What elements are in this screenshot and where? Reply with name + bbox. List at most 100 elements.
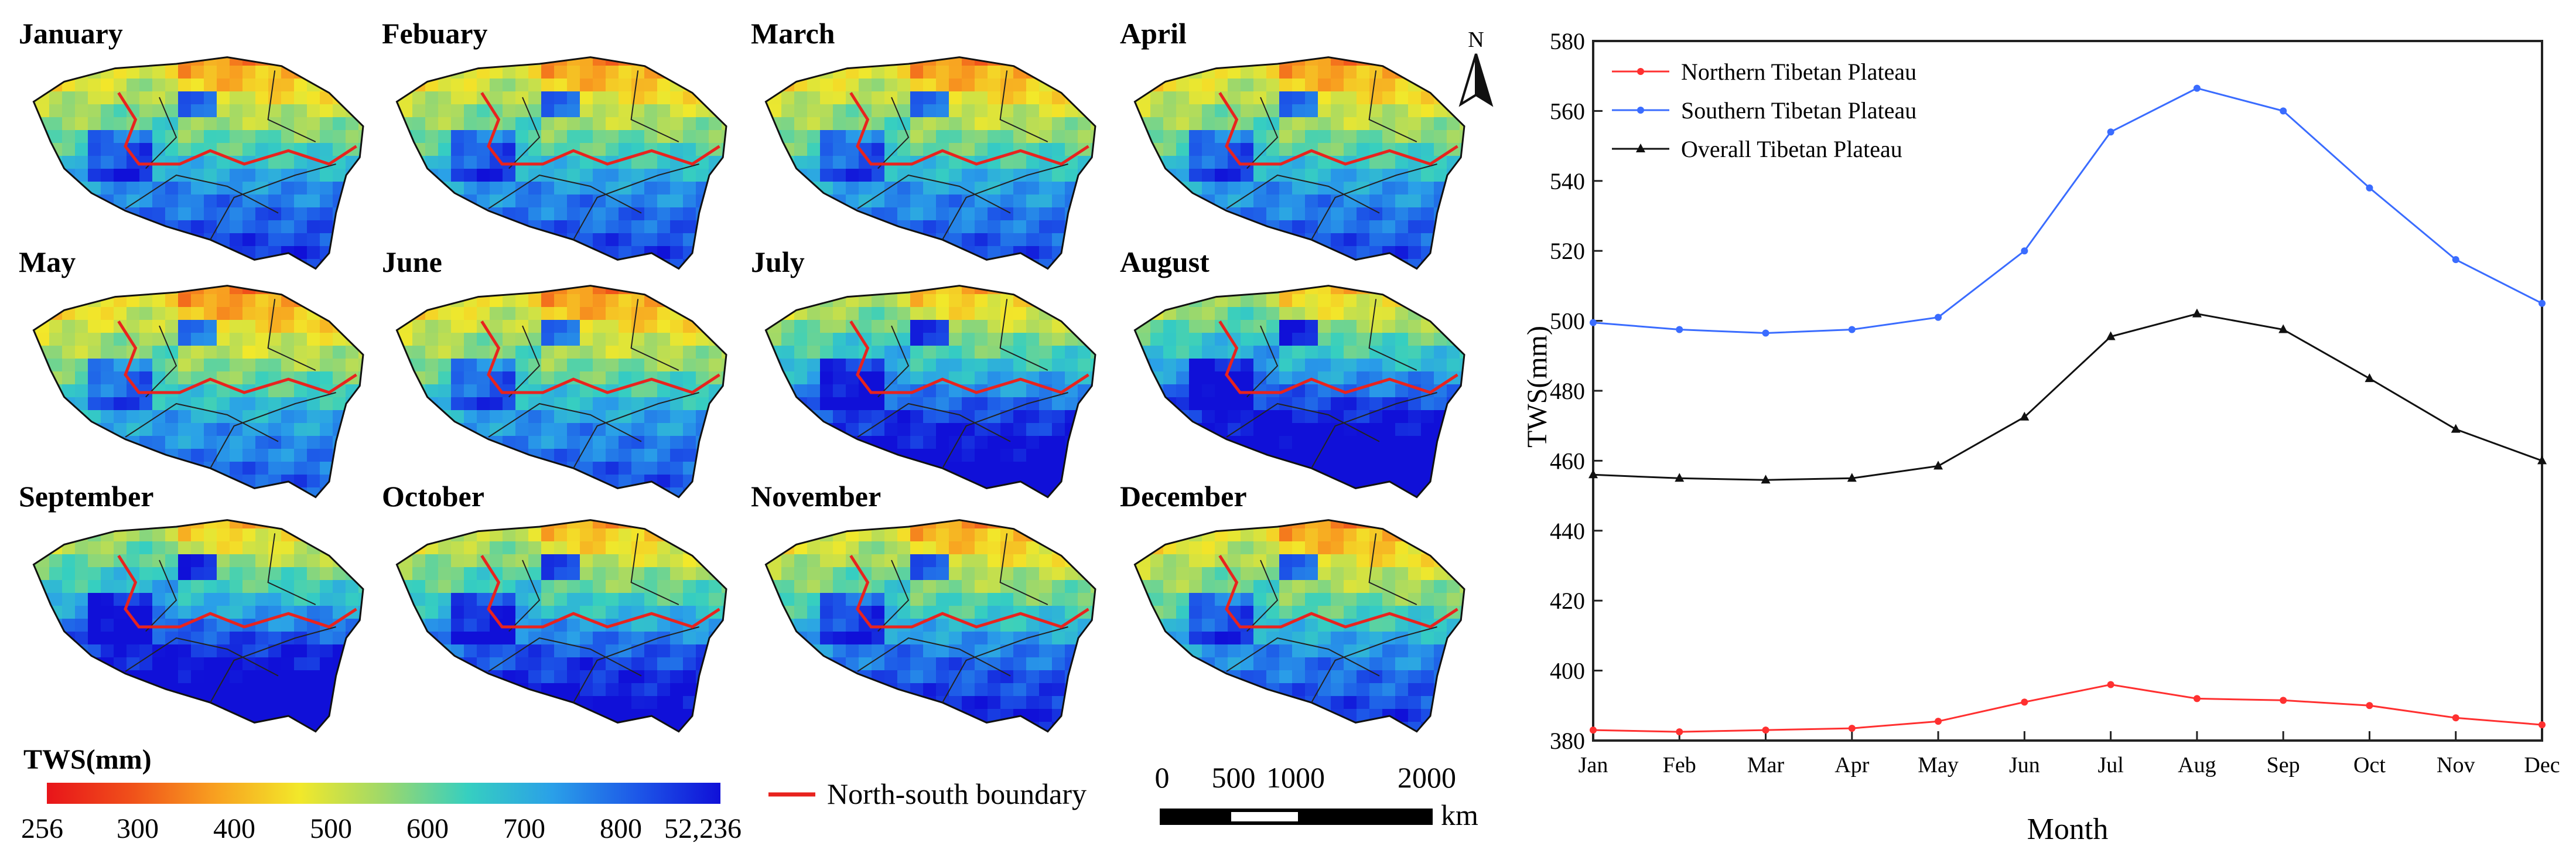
map-cell bbox=[593, 554, 606, 568]
map-cell bbox=[515, 722, 529, 732]
map-cell bbox=[1026, 475, 1040, 488]
map-cell bbox=[49, 285, 63, 295]
map-cell bbox=[139, 104, 153, 118]
map-cell bbox=[412, 220, 426, 234]
map-cell bbox=[606, 696, 619, 709]
map-cell bbox=[1318, 320, 1331, 333]
map-cell bbox=[358, 272, 372, 285]
map-cell bbox=[397, 307, 400, 320]
map-cell bbox=[152, 66, 166, 79]
map-cell bbox=[333, 272, 346, 285]
map-cell bbox=[709, 657, 722, 671]
map-cell bbox=[807, 436, 821, 449]
map-cell bbox=[593, 487, 606, 497]
map-cell bbox=[1266, 259, 1280, 269]
map-cell bbox=[515, 632, 529, 645]
map-cell bbox=[281, 182, 295, 195]
map-cell bbox=[217, 307, 230, 320]
map-cell bbox=[807, 320, 821, 333]
map-cell bbox=[1253, 500, 1267, 514]
map-cell bbox=[1078, 410, 1091, 424]
map-cell bbox=[165, 207, 179, 221]
map-cell bbox=[910, 528, 924, 542]
map-cell bbox=[619, 272, 632, 285]
map-cell bbox=[1052, 294, 1065, 308]
map-cell bbox=[191, 246, 204, 260]
map-cell bbox=[75, 371, 88, 385]
map-cell bbox=[910, 397, 924, 411]
map-cell bbox=[1408, 169, 1422, 182]
map-cell bbox=[1305, 220, 1318, 234]
map-cell bbox=[807, 143, 821, 156]
map-cell bbox=[766, 285, 769, 295]
map-cell bbox=[281, 397, 295, 411]
map-cell bbox=[397, 195, 400, 208]
basin-boundary bbox=[857, 402, 1011, 442]
map-cell bbox=[554, 449, 568, 462]
map-cell bbox=[464, 117, 477, 131]
map-cell bbox=[255, 567, 269, 581]
map-cell bbox=[1137, 57, 1151, 66]
map-cell bbox=[1215, 307, 1228, 320]
map-cell bbox=[451, 683, 464, 697]
map-cell bbox=[1460, 104, 1464, 118]
map-cell bbox=[606, 220, 619, 234]
map-cell bbox=[255, 722, 269, 732]
map-cell bbox=[62, 709, 76, 722]
map-cell bbox=[1292, 410, 1306, 424]
map-cell bbox=[554, 722, 568, 732]
map-cell bbox=[114, 182, 127, 195]
map-cell bbox=[897, 320, 911, 333]
map-cell bbox=[255, 104, 269, 118]
map-cell bbox=[1460, 333, 1464, 346]
map-cell bbox=[412, 709, 426, 722]
map-cell bbox=[425, 207, 439, 221]
plateau-outline bbox=[395, 519, 727, 733]
map-cell bbox=[358, 220, 363, 234]
map-cell bbox=[36, 156, 50, 169]
map-cell bbox=[1176, 207, 1190, 221]
map-cell bbox=[670, 104, 684, 118]
map-cell bbox=[670, 709, 684, 722]
map-cell bbox=[397, 397, 400, 411]
map-cell bbox=[872, 285, 885, 295]
map-cell bbox=[657, 91, 671, 105]
map-cell bbox=[490, 632, 503, 645]
map-cell bbox=[709, 294, 722, 308]
map-cell bbox=[1357, 462, 1370, 475]
map-cell bbox=[1382, 423, 1396, 436]
map-cell bbox=[217, 207, 230, 221]
map-cell bbox=[631, 307, 645, 320]
map-cell bbox=[619, 528, 632, 542]
map-cell bbox=[490, 644, 503, 658]
map-cell bbox=[554, 371, 568, 385]
map-cell bbox=[230, 169, 243, 182]
map-cell bbox=[936, 436, 949, 449]
map-cell bbox=[139, 449, 153, 462]
map-cell bbox=[1421, 500, 1434, 514]
map-cell bbox=[281, 410, 295, 424]
map-cell bbox=[1305, 487, 1318, 497]
map-cell bbox=[451, 182, 464, 195]
map-cell bbox=[1357, 346, 1370, 359]
map-cell bbox=[114, 423, 127, 436]
map-cell bbox=[217, 79, 230, 92]
map-cell bbox=[399, 619, 413, 632]
map-cell bbox=[36, 397, 50, 411]
map-cell bbox=[709, 320, 722, 333]
map-cell bbox=[567, 259, 580, 269]
map-cell bbox=[62, 632, 76, 645]
map-cell bbox=[139, 259, 153, 269]
map-cell bbox=[490, 475, 503, 488]
map-cell bbox=[910, 104, 924, 118]
map-cell bbox=[217, 528, 230, 542]
map-cell bbox=[294, 462, 308, 475]
map-cell bbox=[255, 294, 269, 308]
map-cell bbox=[670, 346, 684, 359]
map-cell bbox=[820, 104, 833, 118]
map-cell bbox=[307, 294, 320, 308]
map-cell bbox=[541, 487, 555, 497]
basin-boundary bbox=[630, 70, 679, 142]
map-cell bbox=[872, 66, 885, 79]
map-cell bbox=[127, 66, 140, 79]
